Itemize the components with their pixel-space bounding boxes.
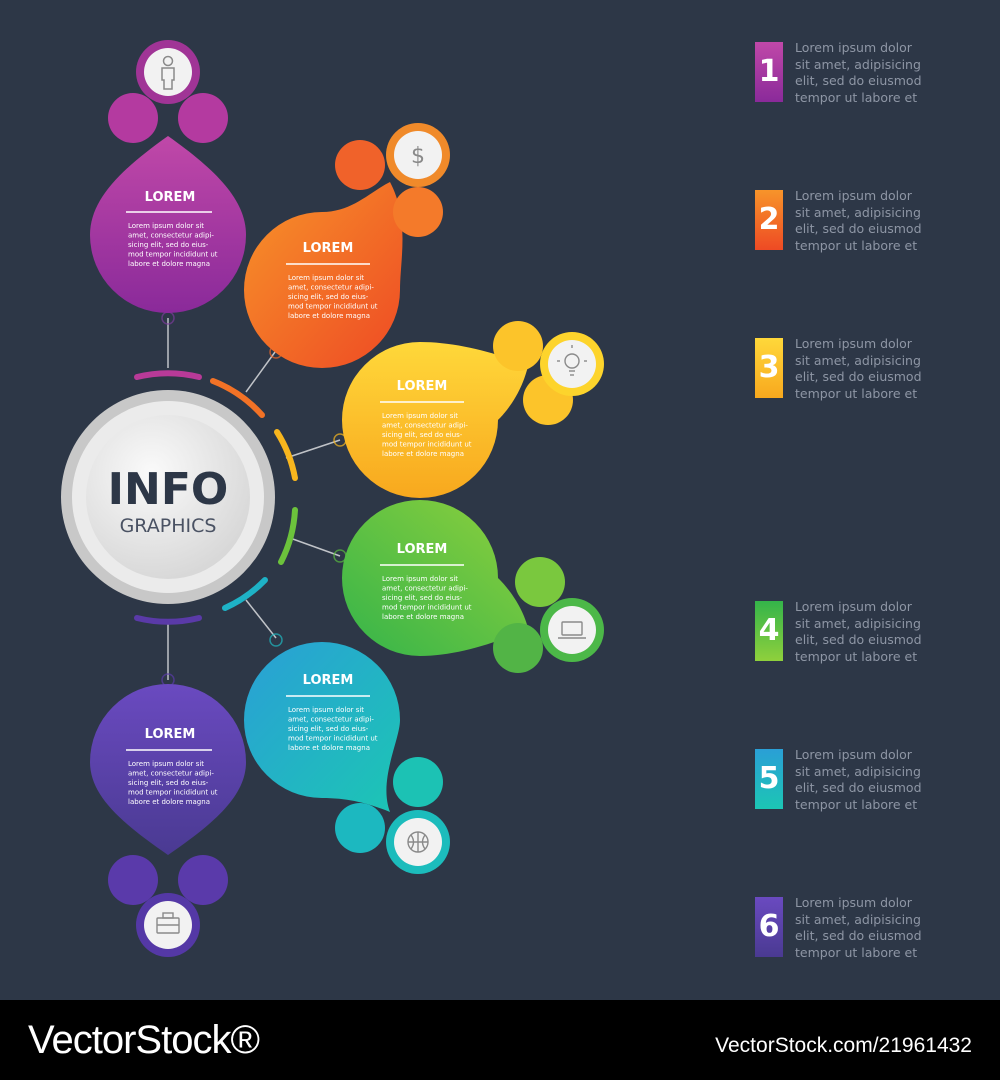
- step-1-heading: LOREM: [145, 190, 196, 205]
- lightbulb-icon: [557, 345, 587, 376]
- legend-number: 6: [758, 909, 780, 944]
- step-3-petal[interactable]: LOREM Lorem ipsum dolor sit amet, consect…: [342, 321, 604, 498]
- step-1-petal[interactable]: LOREM Lorem ipsum dolor sit amet, consect…: [90, 40, 246, 313]
- step-2-heading: LOREM: [303, 241, 354, 256]
- step-5-body: Lorem ipsum dolor sit amet, consectetur a…: [288, 706, 378, 752]
- legend-item-4: 4 Lorem ipsum dolor sit amet, adipisicin…: [755, 599, 985, 664]
- center-subtitle: GRAPHICS: [120, 515, 217, 537]
- legend-number: 3: [758, 350, 780, 385]
- legend-item-2: 2 Lorem ipsum dolor sit amet, adipisicin…: [755, 188, 985, 253]
- legend-tab: [755, 338, 783, 398]
- step-4-body: Lorem ipsum dolor sit amet, consectetur a…: [382, 575, 472, 621]
- svg-text:$: $: [411, 144, 425, 169]
- center-hub: INFO GRAPHICS: [61, 390, 275, 604]
- step-5-heading: LOREM: [303, 673, 354, 688]
- legend-text: Lorem ipsum dolor sit amet, adipisicing …: [795, 747, 922, 812]
- legend-tab: [755, 601, 783, 661]
- watermark-logo: VectorStock®: [28, 1018, 260, 1062]
- step-4-heading: LOREM: [397, 542, 448, 557]
- legend-text: Lorem ipsum dolor sit amet, adipisicing …: [795, 895, 922, 960]
- step-3-heading: LOREM: [397, 379, 448, 394]
- legend-tab: [755, 190, 783, 250]
- step-6-petal[interactable]: LOREM Lorem ipsum dolor sit amet, consect…: [90, 684, 246, 957]
- step-3-body: Lorem ipsum dolor sit amet, consectetur a…: [382, 412, 472, 458]
- person-icon: [161, 55, 175, 90]
- step-2-petal[interactable]: $ LOREM Lorem ipsum dolor sit amet, conse…: [244, 123, 450, 368]
- step-2-body: Lorem ipsum dolor sit amet, consectetur a…: [288, 274, 378, 320]
- infographic-diagram: INFO GRAPHICS LOREM Lorem ipsum dolor si…: [61, 40, 604, 957]
- legend-text: Lorem ipsum dolor sit amet, adipisicing …: [795, 599, 922, 664]
- legend-tab: [755, 897, 783, 957]
- legend-item-5: 5 Lorem ipsum dolor sit amet, adipisicin…: [755, 747, 985, 812]
- watermark-footer: VectorStock® VectorStock.com/21961432: [0, 1000, 1000, 1080]
- legend-number: 4: [758, 613, 780, 648]
- step-1-body: Lorem ipsum dolor sit amet, consectetur a…: [128, 222, 218, 268]
- legend-text: Lorem ipsum dolor sit amet, adipisicing …: [795, 40, 922, 105]
- step-6-body: Lorem ipsum dolor sit amet, consectetur a…: [128, 760, 218, 806]
- legend-number: 1: [758, 54, 780, 89]
- legend-number: 2: [758, 202, 780, 237]
- legend-item-1: 1 Lorem ipsum dolor sit amet, adipisicin…: [755, 40, 985, 105]
- legend-tab: [755, 749, 783, 809]
- dollar-icon: $: [411, 144, 425, 169]
- basketball-icon: [407, 831, 429, 853]
- laptop-icon: [558, 621, 586, 639]
- legend-item-3: 3 Lorem ipsum dolor sit amet, adipisicin…: [755, 336, 985, 401]
- legend-tab: [755, 42, 783, 102]
- legend-text: Lorem ipsum dolor sit amet, adipisicing …: [795, 188, 922, 253]
- legend-item-6: 6 Lorem ipsum dolor sit amet, adipisicin…: [755, 895, 985, 960]
- legend-number: 5: [758, 761, 780, 796]
- briefcase-icon: [156, 912, 180, 934]
- step-4-petal[interactable]: LOREM Lorem ipsum dolor sit amet, consect…: [342, 500, 604, 673]
- center-title: INFO: [108, 464, 229, 515]
- legend-text: Lorem ipsum dolor sit amet, adipisicing …: [795, 336, 922, 401]
- hub-arc-segments: [134, 370, 298, 625]
- watermark-url: VectorStock.com/21961432: [715, 1034, 972, 1057]
- step-5-petal[interactable]: LOREM Lorem ipsum dolor sit amet, consect…: [244, 642, 450, 874]
- step-6-heading: LOREM: [145, 727, 196, 742]
